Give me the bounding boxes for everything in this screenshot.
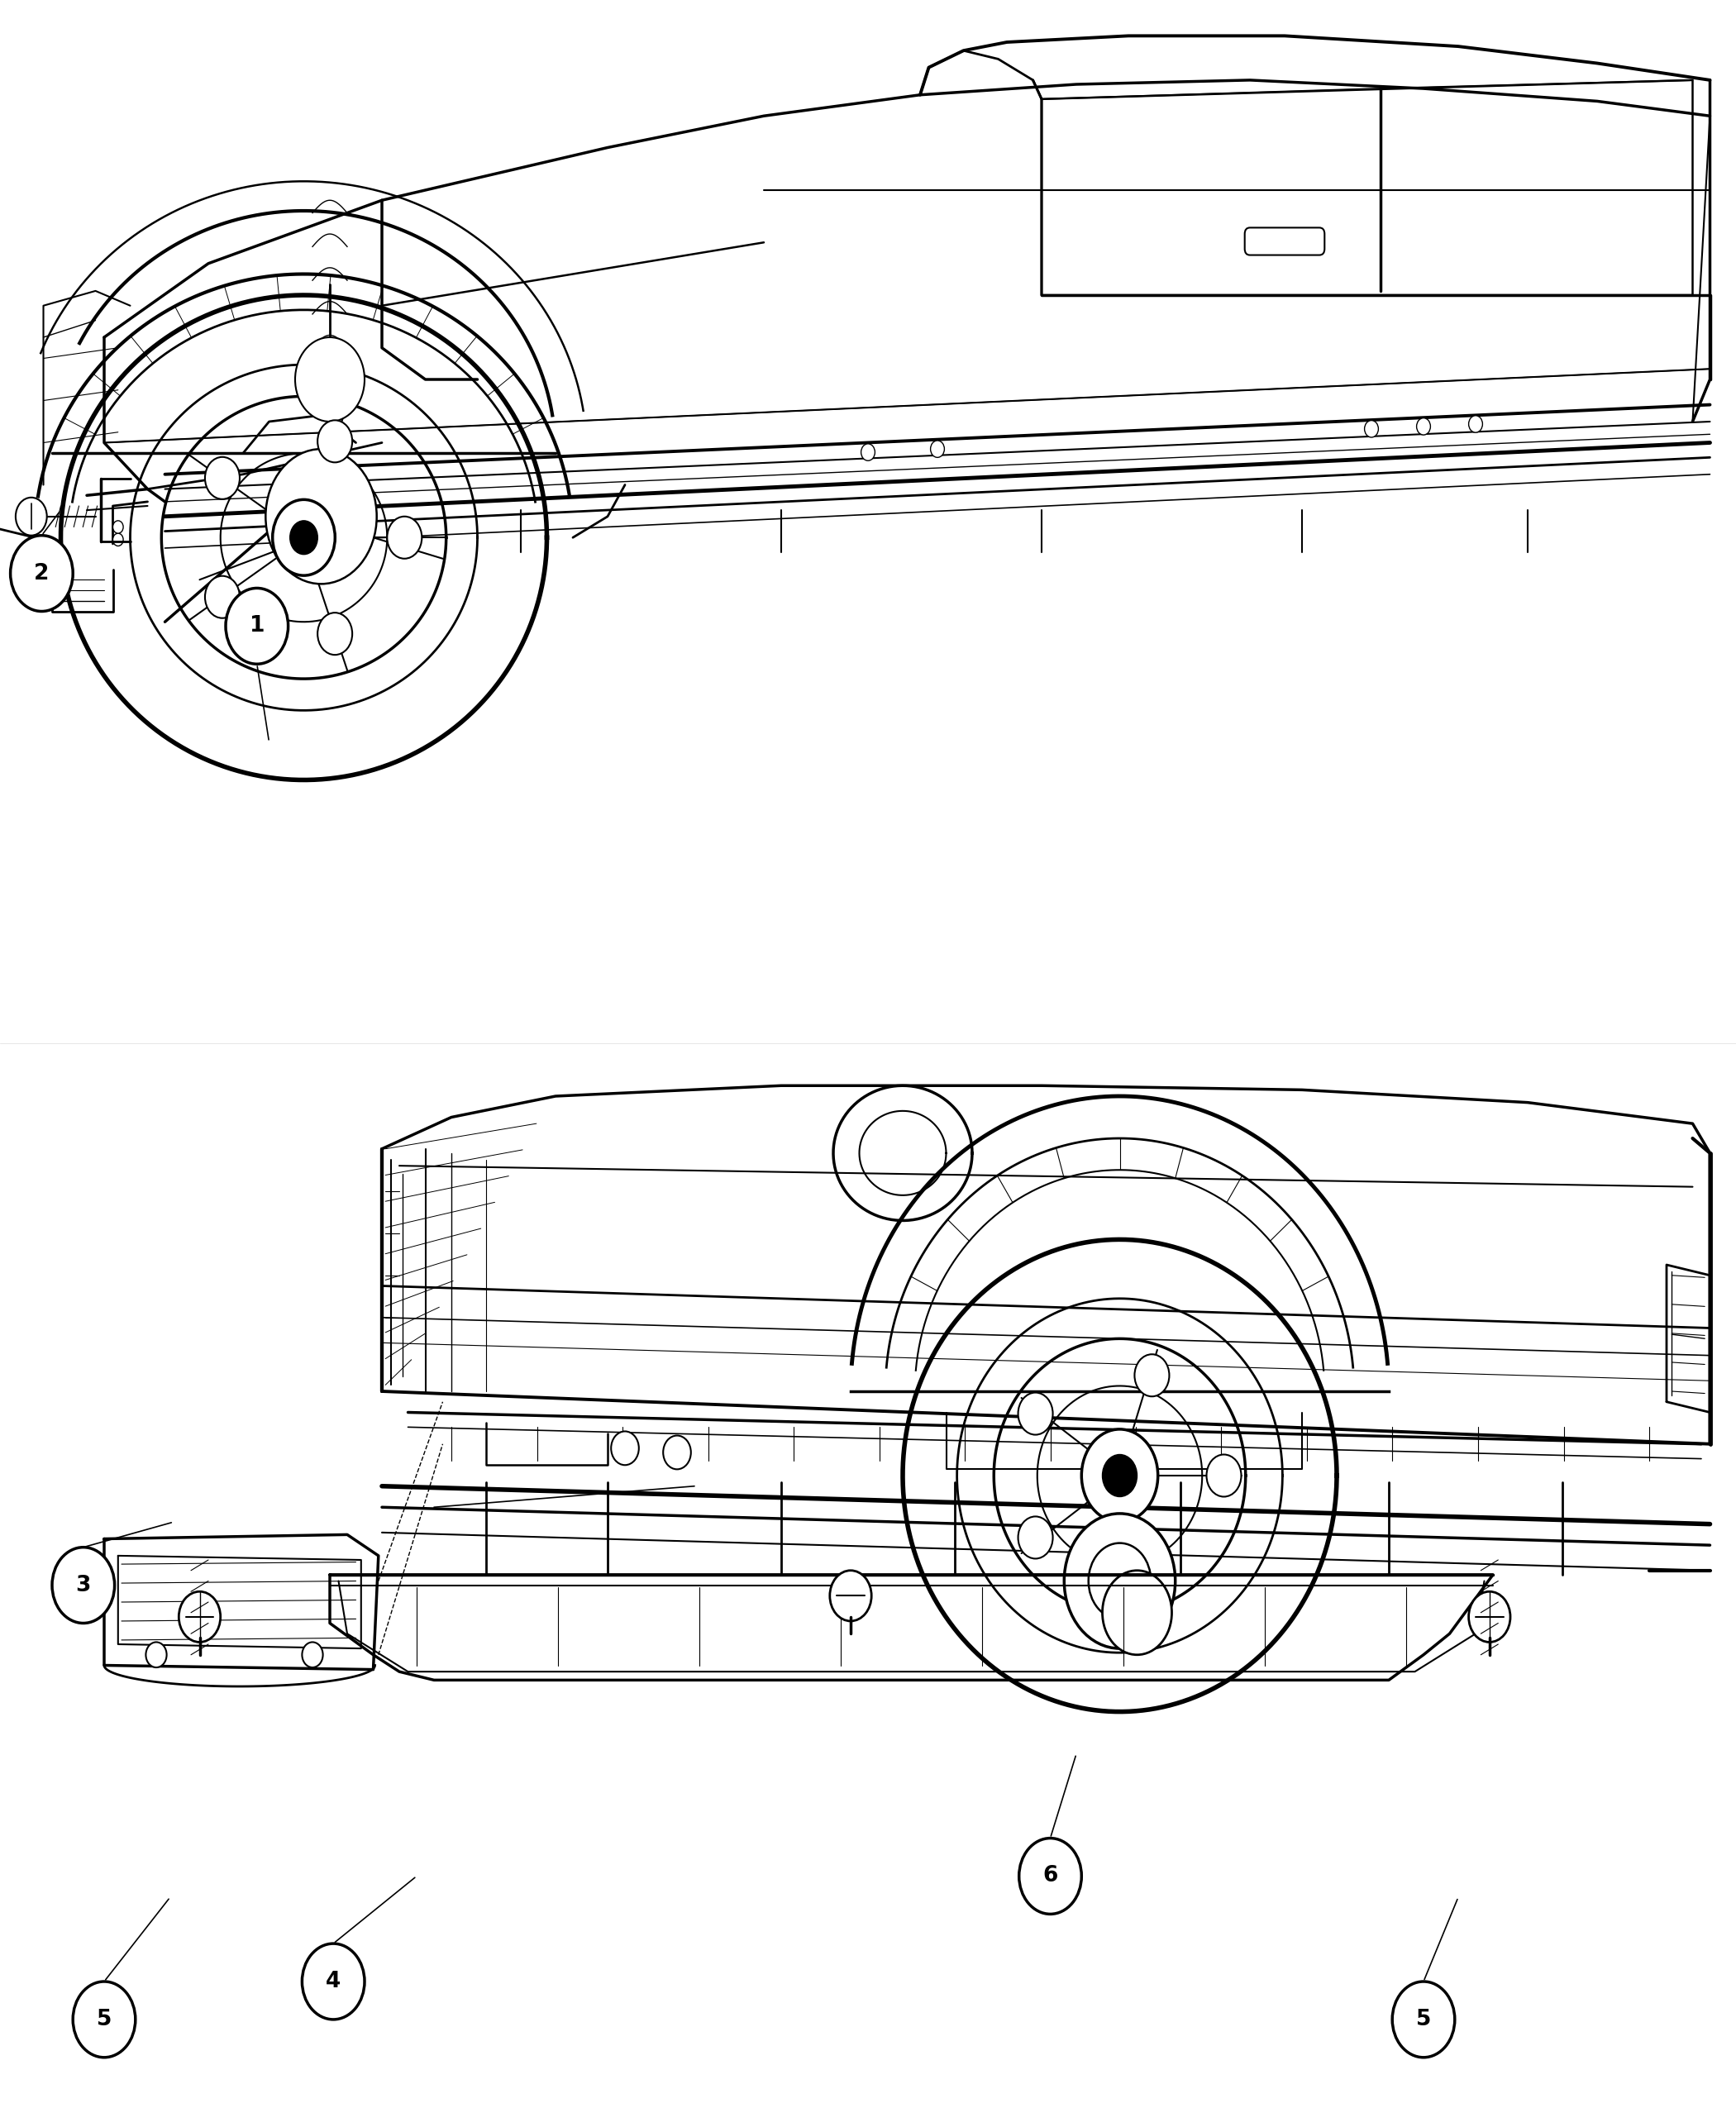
Circle shape — [113, 521, 123, 533]
Circle shape — [205, 575, 240, 618]
Circle shape — [861, 445, 875, 462]
Text: 4: 4 — [326, 1971, 340, 1992]
Circle shape — [930, 441, 944, 457]
Circle shape — [830, 1570, 871, 1621]
Text: 5: 5 — [1417, 2009, 1430, 2030]
FancyBboxPatch shape — [1245, 228, 1325, 255]
Circle shape — [387, 516, 422, 559]
Circle shape — [1017, 1516, 1052, 1558]
Text: 6: 6 — [1043, 1866, 1057, 1887]
Circle shape — [1364, 419, 1378, 436]
Circle shape — [1019, 1838, 1082, 1914]
Circle shape — [1469, 1592, 1510, 1642]
Circle shape — [302, 1642, 323, 1667]
Circle shape — [290, 521, 318, 554]
Circle shape — [273, 500, 335, 575]
Circle shape — [1392, 1982, 1455, 2057]
Circle shape — [266, 449, 377, 584]
Circle shape — [295, 337, 365, 422]
Circle shape — [1017, 1393, 1052, 1436]
Text: 1: 1 — [250, 616, 264, 637]
Circle shape — [1102, 1455, 1137, 1497]
Circle shape — [318, 613, 352, 656]
Circle shape — [52, 1547, 115, 1623]
Circle shape — [1082, 1429, 1158, 1522]
Circle shape — [1064, 1514, 1175, 1648]
Circle shape — [179, 1592, 220, 1642]
Circle shape — [1135, 1556, 1170, 1598]
Text: 3: 3 — [76, 1575, 90, 1596]
Circle shape — [226, 588, 288, 664]
Circle shape — [1207, 1455, 1241, 1497]
Circle shape — [318, 419, 352, 462]
Text: 2: 2 — [35, 563, 49, 584]
Circle shape — [1417, 417, 1430, 434]
Circle shape — [1088, 1543, 1151, 1619]
Circle shape — [146, 1642, 167, 1667]
Circle shape — [611, 1431, 639, 1465]
Circle shape — [663, 1436, 691, 1469]
Circle shape — [1102, 1570, 1172, 1655]
Text: 5: 5 — [97, 2009, 111, 2030]
Circle shape — [113, 533, 123, 546]
Circle shape — [1135, 1353, 1170, 1395]
Circle shape — [10, 535, 73, 611]
Circle shape — [302, 1944, 365, 2019]
Circle shape — [16, 497, 47, 535]
Circle shape — [1469, 415, 1483, 432]
Circle shape — [73, 1982, 135, 2057]
Circle shape — [205, 457, 240, 500]
